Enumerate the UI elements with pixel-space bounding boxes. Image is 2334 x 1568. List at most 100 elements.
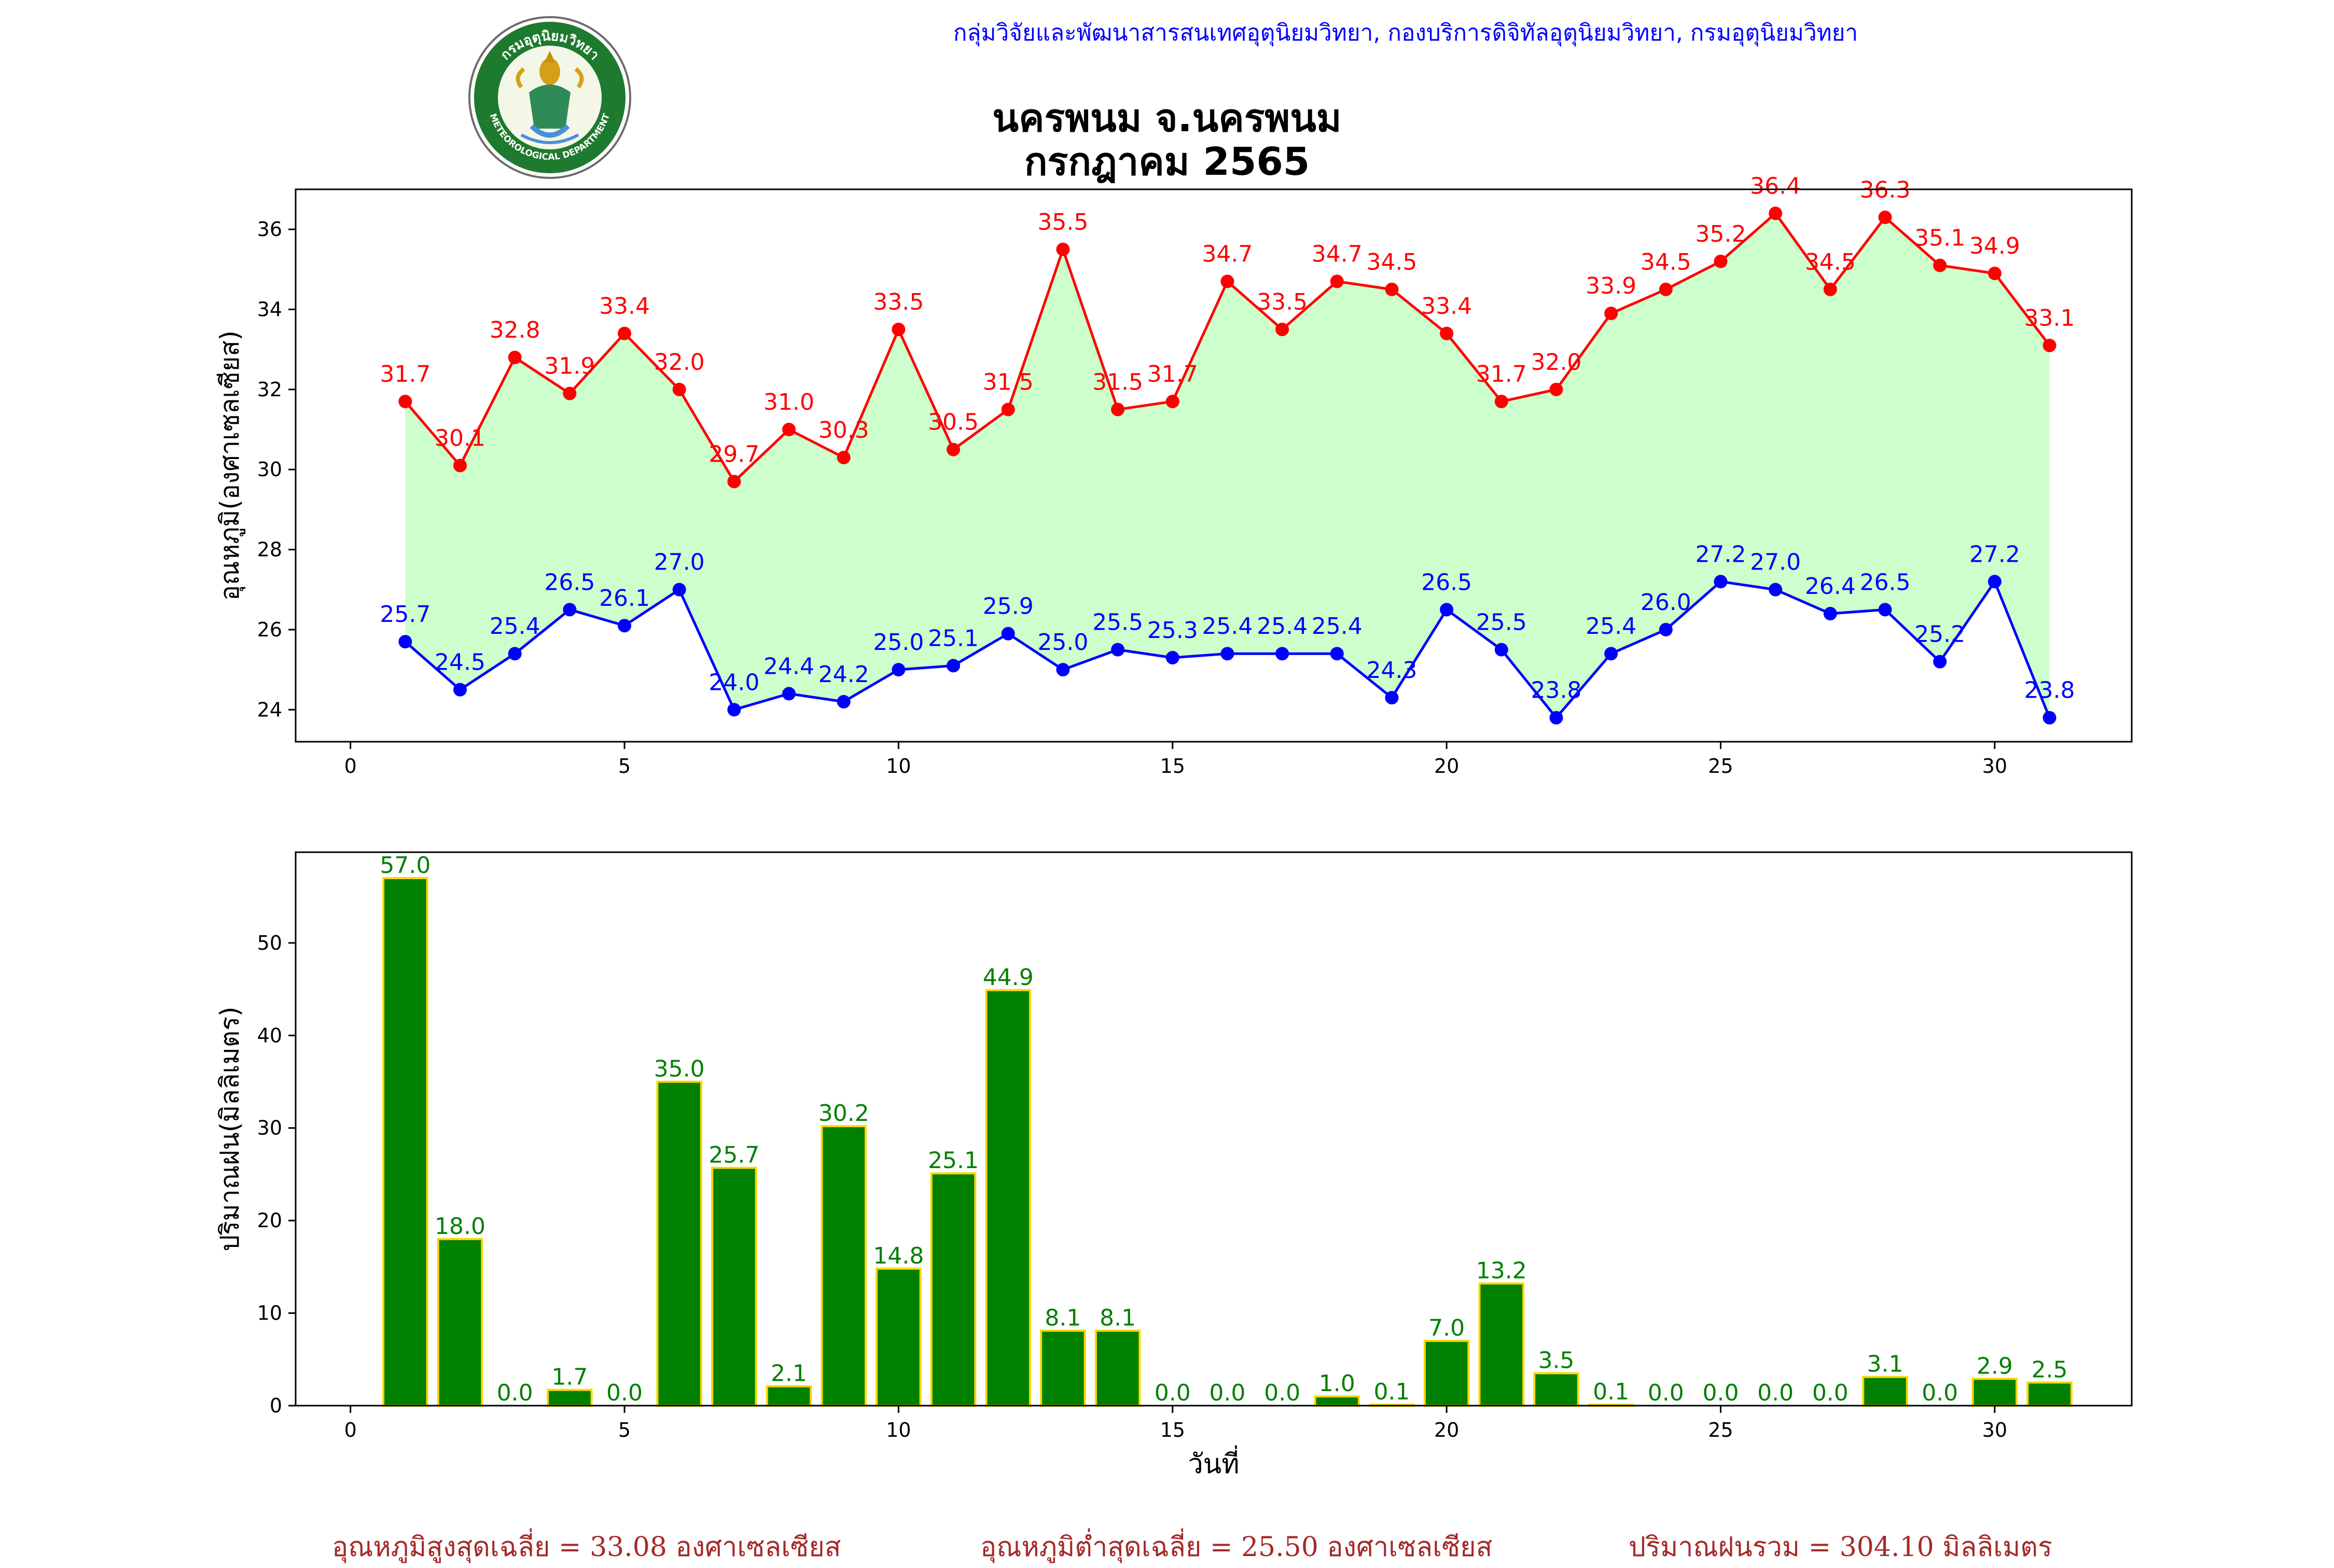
max-temp-data-label: 34.7 [1312, 241, 1363, 268]
rain-data-label: 1.0 [1319, 1370, 1355, 1397]
min-temp-data-label: 24.4 [763, 653, 814, 679]
min-temp-data-label: 25.2 [1914, 621, 1965, 648]
max-temp-point [1659, 282, 1673, 296]
rain-data-label: 0.0 [497, 1380, 533, 1406]
max-temp-point [947, 442, 961, 456]
x-tick-label: 10 [886, 1419, 911, 1441]
min-temp-point [1440, 603, 1454, 617]
rain-data-label: 18.0 [435, 1213, 485, 1240]
max-temp-point [453, 459, 467, 473]
min-temp-data-label: 26.5 [1421, 569, 1472, 595]
rain-bar [766, 1385, 812, 1407]
rain-bar [1478, 1282, 1525, 1407]
min-temp-point [782, 687, 796, 701]
max-temp-data-label: 31.5 [1092, 369, 1143, 395]
max-temp-data-label: 31.5 [983, 369, 1034, 395]
min-temp-data-label: 24.5 [435, 649, 485, 676]
min-temp-data-label: 26.1 [599, 585, 650, 612]
rain-bar [1533, 1372, 1579, 1407]
min-temp-data-label: 25.5 [1092, 609, 1143, 636]
min-temp-point [508, 647, 522, 661]
y-tick-label: 40 [257, 1024, 282, 1047]
rain-data-label: 8.1 [1100, 1305, 1136, 1331]
rain-bar [930, 1172, 977, 1407]
min-temp-point [1165, 650, 1179, 664]
x-tick-label: 10 [886, 755, 911, 778]
min-temp-data-label: 25.4 [1257, 613, 1308, 640]
rain-data-label: 3.1 [1867, 1351, 1903, 1378]
rain-data-label: 13.2 [1476, 1257, 1527, 1284]
rain-bar [382, 877, 428, 1407]
max-temp-point [1001, 403, 1015, 417]
min-temp-data-label: 25.9 [983, 593, 1034, 620]
min-temp-data-label: 24.3 [1366, 657, 1417, 684]
min-temp-point [1056, 663, 1070, 677]
y-tick-label: 28 [257, 538, 282, 561]
max-temp-point [1330, 274, 1344, 288]
max-temp-point [672, 382, 686, 396]
rain-data-label: 3.5 [1538, 1348, 1574, 1374]
min-temp-point [727, 703, 741, 717]
avg-max-temp-text: อุณหภูมิสูงสุดเฉลี่ย = 33.08 องศาเซลเซีย… [332, 1532, 841, 1563]
min-temp-point [1878, 603, 1892, 617]
y-tick-label: 26 [257, 618, 282, 641]
min-temp-point [1714, 575, 1728, 589]
max-temp-data-label: 31.7 [380, 361, 430, 387]
min-temp-point [1220, 647, 1234, 661]
min-temp-data-label: 26.5 [1859, 569, 1910, 595]
y-axis-label: อุณหภูมิ(องศาเซลเซียส) [215, 330, 245, 601]
meteorological-department-logo: กรมอุตุนิยมวิทยา METEOROLOGICAL DEPARTME… [468, 16, 631, 179]
y-axis-label: ปริมาณฝน(มิลลิเมตร) [215, 1006, 245, 1251]
max-temp-data-label: 30.1 [435, 425, 485, 452]
max-temp-point [1604, 307, 1618, 321]
min-temp-data-label: 25.5 [1476, 609, 1527, 636]
max-temp-data-label: 32.0 [1531, 349, 1581, 376]
rain-data-label: 25.1 [928, 1147, 979, 1174]
max-temp-data-label: 33.9 [1586, 273, 1636, 299]
rain-data-label: 7.0 [1428, 1315, 1465, 1341]
max-temp-point [1056, 242, 1070, 256]
rain-bar [437, 1238, 483, 1407]
rain-bar [821, 1125, 867, 1407]
y-tick-label: 24 [257, 698, 282, 721]
x-tick-label: 30 [1982, 755, 2007, 778]
rain-data-label: 0.0 [1702, 1380, 1739, 1406]
min-temp-data-label: 23.8 [2024, 677, 2075, 704]
max-temp-point [398, 395, 412, 409]
max-temp-point [782, 423, 796, 437]
max-temp-point [727, 475, 741, 489]
min-temp-point [1823, 607, 1837, 621]
min-temp-point [1769, 582, 1783, 596]
max-temp-point [1988, 267, 2002, 281]
min-temp-point [1111, 643, 1125, 657]
max-temp-point [1769, 206, 1783, 220]
max-temp-point [1494, 395, 1508, 409]
min-temp-point [1659, 622, 1673, 636]
min-temp-point [1933, 655, 1947, 669]
max-temp-data-label: 33.5 [1257, 289, 1308, 315]
min-temp-data-label: 25.1 [928, 625, 979, 651]
rain-data-label: 0.0 [1922, 1380, 1958, 1406]
max-temp-data-label: 34.7 [1202, 241, 1253, 268]
min-temp-data-label: 25.4 [1202, 613, 1253, 640]
max-temp-data-label: 33.5 [873, 289, 924, 315]
max-temp-point [1111, 403, 1125, 417]
max-temp-data-label: 32.0 [654, 349, 705, 376]
min-temp-point [2043, 711, 2057, 725]
max-temp-data-label: 29.7 [708, 441, 759, 467]
min-temp-point [1001, 627, 1015, 641]
deity-figure-icon [516, 51, 584, 144]
min-temp-data-label: 25.0 [873, 629, 924, 656]
rain-data-label: 0.0 [606, 1380, 643, 1406]
min-temp-data-label: 25.4 [1586, 613, 1636, 640]
rain-bar [711, 1167, 757, 1407]
max-temp-data-label: 36.4 [1750, 173, 1801, 199]
max-temp-data-label: 31.7 [1147, 361, 1198, 387]
rain-bar [1862, 1376, 1908, 1407]
rain-data-label: 30.2 [818, 1100, 869, 1127]
min-temp-data-label: 25.0 [1037, 629, 1088, 656]
rain-bar [1040, 1329, 1086, 1407]
min-temp-data-label: 27.0 [1750, 549, 1801, 576]
min-temp-data-label: 25.4 [1312, 613, 1363, 640]
rain-bar [1971, 1378, 2018, 1407]
